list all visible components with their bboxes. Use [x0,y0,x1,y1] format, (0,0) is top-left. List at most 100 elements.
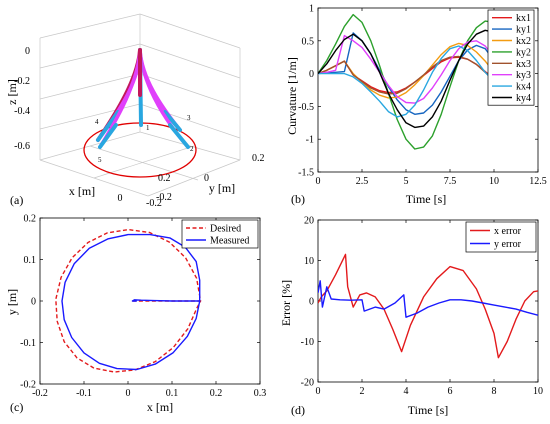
p3-y-tick-label: 20 [304,216,314,227]
p3-series-line-y-error [318,280,538,318]
p3-y-tick-label: 0 [309,297,314,308]
p1-x-tick-label: 0 [316,176,321,187]
p3-x-tick-label: 0 [316,386,321,397]
p3-y-tick-label: 10 [304,256,314,267]
p1-y-tick-label: 0.5 [302,36,315,47]
x-axis-label: x [m] [69,184,95,198]
z-tick-3: -0.6 [14,141,30,152]
panel-d-ylabel: Error [%] [279,280,293,326]
p1-x-tick-label: 12.5 [529,176,547,187]
p1-series-line-ky1 [318,32,495,116]
x-tick-1: 0 [118,193,123,204]
p2-legend-box [181,219,259,249]
p2-x-tick-label: 0.1 [166,388,179,399]
panel-a-3d-plot: 1 2 3 4 5 0 -0.2 -0.4 -0.6 z [m] 0.2 0 -… [5,13,265,209]
z-tick-0: 0 [25,46,30,57]
p3-x-tick-label: 10 [533,386,543,397]
p2-y-tick-label: -0.1 [20,338,36,349]
p1-y-tick-label: -1.5 [298,168,314,179]
z-tick-2: -0.4 [14,106,30,117]
z-tick-1: -0.2 [14,76,30,87]
p3-x-tick-label: 2 [360,386,365,397]
panel-label-c: (c) [10,400,23,414]
p1-series-line-ky2 [318,13,495,150]
p1-legend-label: ky1 [516,25,531,36]
panel-d-xlabel: Time [s] [408,403,449,417]
p2-series-line-Desired [55,228,202,373]
p3-x-tick-label: 8 [492,386,497,397]
p1-legend-label: ky4 [516,93,531,104]
p2-x-tick-label: -0.2 [32,388,48,399]
panel-b-xlabel: Time [s] [406,192,447,206]
p1-x-tick-label: 10 [489,176,499,187]
panel-c-plot-area: -0.2 -0.1 0 0.1 0.2 0.3 -0.2 -0.1 0 0.1 0.2 Desired… [20,214,266,400]
p2-x-tick-label: -0.1 [76,388,92,399]
p3-legend-box [465,221,537,253]
y-tick-2: 0.2 [252,153,265,164]
panel-b-curvature-chart: 0 2.5 5 7.5 10 12.5-1.5-1-0.500.51kx1ky1kx2ky… [285,4,547,207]
y-axis-label: y [m] [209,181,235,195]
p2-y-tick-label: 0.1 [24,255,37,266]
p3-x-tick-label: 4 [404,386,409,397]
p2-series-group [55,228,202,373]
panel-label-a: (a) [10,193,23,207]
p3-legend-label: y error [494,239,522,250]
p2-legend-label: Desired [210,224,241,235]
p1-legend-label: ky2 [516,47,531,58]
p2-y-tick-label: -0.2 [20,380,36,391]
x-tick-0: 0.2 [158,173,171,184]
p2-x-tick-label: 0.3 [254,388,267,399]
y-tick-1: 0 [204,173,209,184]
p1-legend-box [487,9,535,106]
panel-d-error-chart: 0 2 4 6 8 10 -20 -10 0 10 20 x error y error Error [… [279,216,543,418]
p1-x-tick-label: 2.5 [356,176,369,187]
p3-y-tick-label: -20 [301,378,314,389]
p3-y-tick-label: -10 [301,337,314,348]
robot-arms [96,48,190,149]
x-tick-2: -0.2 [146,198,162,209]
p3-series-line-x-error [318,253,538,359]
panel-b-ylabel: Curvature [1/m] [285,57,299,135]
p1-y-tick-label: -0.5 [298,102,314,113]
panel-c-ylabel: y [m] [5,289,19,315]
z-axis-label: z [m] [5,79,19,105]
p1-y-tick-label: 0 [309,69,314,80]
point-label-2: 2 [190,145,194,153]
point-label-5: 5 [98,156,102,164]
point-label-1: 1 [146,124,150,132]
p3-series-group [318,253,538,359]
panel-label-b: (b) [291,192,305,206]
p1-series-line-kx1 [318,56,495,94]
point-label-3: 3 [187,114,191,122]
point-label-4: 4 [95,118,99,126]
p1-y-tick-label: 1 [309,4,314,15]
panel-b-plot-area: 0 2.5 5 7.5 10 12.5-1.5-1-0.500.51kx1ky1kx2ky… [298,4,547,188]
p2-x-tick-label: 0.2 [210,388,223,399]
p3-legend-label: x error [494,226,522,237]
panel-c-trajectory-chart: -0.2 -0.1 0 0.1 0.2 0.3 -0.2 -0.1 0 0.1 0.2 Desired… [5,214,266,415]
p1-legend-label: kx2 [516,36,531,47]
p1-legend-label: kx4 [516,82,531,93]
p3-x-tick-label: 6 [448,386,453,397]
p1-legend-label: ky3 [516,70,531,81]
panel-d-plot-area: 0 2 4 6 8 10 -20 -10 0 10 20 x error y error [301,216,543,398]
p1-series-line-ky4 [318,29,495,129]
p1-legend-label: kx3 [516,59,531,70]
p1-series-group [318,13,495,150]
p2-series-line-Measured [61,233,201,371]
p1-axes-frame [317,7,539,173]
p1-x-tick-label: 5 [404,176,409,187]
p1-y-tick-label: -1 [306,135,314,146]
p1-x-tick-label: 7.5 [444,176,457,187]
panel-label-d: (d) [291,403,305,417]
p2-x-tick-label: 0 [126,388,131,399]
panel-c-xlabel: x [m] [147,400,173,414]
p1-series-line-kx4 [318,45,495,118]
y-tick-0: -0.2 [156,192,172,203]
p1-legend-label: kx1 [516,13,531,24]
p2-legend-label: Measured [210,236,249,247]
p2-y-tick-label: 0.2 [24,214,37,225]
p1-series-line-kx3 [318,55,495,95]
p2-y-tick-label: 0 [31,297,36,308]
